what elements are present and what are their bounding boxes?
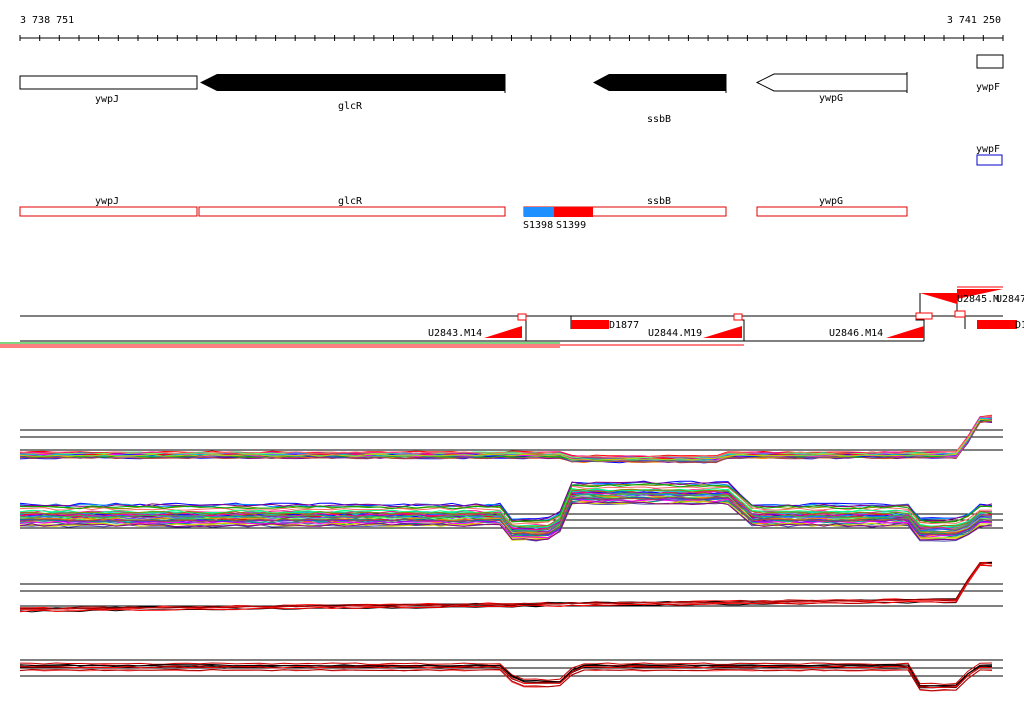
gene-ywpJ[interactable] xyxy=(19,75,198,90)
expression-profile-line xyxy=(19,496,993,536)
expression-profile-line xyxy=(19,562,993,611)
expression-profile-line xyxy=(19,501,993,541)
gene-label-ywpF: ywpF xyxy=(976,82,1000,93)
transcript-label-D1: D1 xyxy=(1015,320,1024,331)
expression-profile-line xyxy=(19,564,993,613)
transcript-marker xyxy=(517,313,527,321)
axis-start-label: 3 738 751 xyxy=(20,15,74,26)
transcript-marker xyxy=(915,312,933,320)
transcript-marker xyxy=(954,310,966,318)
coordinate-ruler: 3 738 751 3 741 250 xyxy=(19,15,1004,41)
gene-label-ywpJ: ywpJ xyxy=(95,94,119,105)
annot-label-ywpF: ywpF xyxy=(976,144,1000,155)
expression-profile-line xyxy=(19,562,993,610)
expression-profile-line xyxy=(19,415,993,459)
promoter-U2847[interactable] xyxy=(957,289,1003,299)
expression-panel-1 xyxy=(19,414,1003,464)
gene-label-glcR: glcR xyxy=(338,101,363,112)
expression-panel-2 xyxy=(19,480,1003,542)
transcript-label-U2844: U2844.M19 xyxy=(648,328,702,339)
expression-profile-line xyxy=(19,483,993,524)
expression-profile-line xyxy=(19,414,993,458)
transcript-label-U2847: U2847 xyxy=(996,294,1024,305)
expression-profile-line xyxy=(19,491,993,531)
expression-profile-line xyxy=(19,418,993,461)
transcript-marker xyxy=(733,313,743,321)
transcript-track: U2843.M14 D1877 U2844.M19 U2846.M14 U284… xyxy=(0,286,1024,348)
gene-glcR[interactable] xyxy=(200,74,505,91)
promoter-U2844[interactable] xyxy=(703,326,742,338)
expression-profile-line xyxy=(19,492,992,533)
promoter-U2846[interactable] xyxy=(886,326,924,338)
annot-label-glcR: glcR xyxy=(338,196,363,207)
gene-ywpF[interactable] xyxy=(976,54,1004,69)
transcript-label-U2846: U2846.M14 xyxy=(829,328,883,339)
ruler-ticks xyxy=(19,35,1004,41)
expression-profile-line xyxy=(19,663,993,687)
annotation-track: ywpF ywpJ glcR ssbB ywpG S1398 S1399 xyxy=(19,144,1003,231)
annot-label-ywpG: ywpG xyxy=(819,196,843,207)
expression-profile-line xyxy=(19,481,993,522)
expression-profile-line xyxy=(20,562,993,610)
transcript-label-U2845: U2845.M xyxy=(957,294,999,305)
expression-profile-line xyxy=(19,668,992,692)
expression-profile-line xyxy=(19,488,993,528)
annot-label-ssbB: ssbB xyxy=(647,196,671,207)
segment-label-S1398: S1398 xyxy=(523,220,553,231)
expression-profile-line xyxy=(19,561,993,610)
annot-box-glcR[interactable] xyxy=(198,206,506,217)
expression-profile-line xyxy=(19,662,993,685)
segment-S1399[interactable] xyxy=(554,207,593,217)
gene-label-ssbB: ssbB xyxy=(647,114,671,125)
transcript-label-U2843: U2843.M14 xyxy=(428,328,482,339)
expression-profile-line xyxy=(19,561,993,610)
axis-end-label: 3 741 250 xyxy=(947,15,1001,26)
annot-box-ywpG[interactable] xyxy=(756,206,908,217)
gene-track: ywpJ glcR ssbB ywpG ywpF xyxy=(19,54,1004,125)
gene-label-ywpG: ywpG xyxy=(819,93,843,104)
promoter-U2843[interactable] xyxy=(484,326,522,338)
gene-ywpG[interactable] xyxy=(755,73,908,92)
promoter-U2845[interactable] xyxy=(920,293,957,304)
terminator-D1877[interactable] xyxy=(571,320,609,329)
annot-box-ywpJ[interactable] xyxy=(19,206,198,217)
expression-profile-line xyxy=(19,488,993,528)
annot-box-ywpF[interactable] xyxy=(976,154,1003,166)
terminator-D1[interactable] xyxy=(977,320,1017,329)
segment-label-S1399: S1399 xyxy=(556,220,586,231)
expression-profile-line xyxy=(19,665,993,689)
annot-label-ywpJ: ywpJ xyxy=(95,196,119,207)
expression-profile-line xyxy=(19,420,993,464)
expression-panel-3 xyxy=(19,561,1003,613)
expression-panel-4 xyxy=(19,659,1003,692)
gene-ssbB[interactable] xyxy=(593,74,726,91)
expression-profile-line xyxy=(19,485,993,525)
expression-profile-line xyxy=(19,417,993,460)
segment-S1398[interactable] xyxy=(524,207,554,217)
transcript-label-D1877: D1877 xyxy=(609,320,639,331)
